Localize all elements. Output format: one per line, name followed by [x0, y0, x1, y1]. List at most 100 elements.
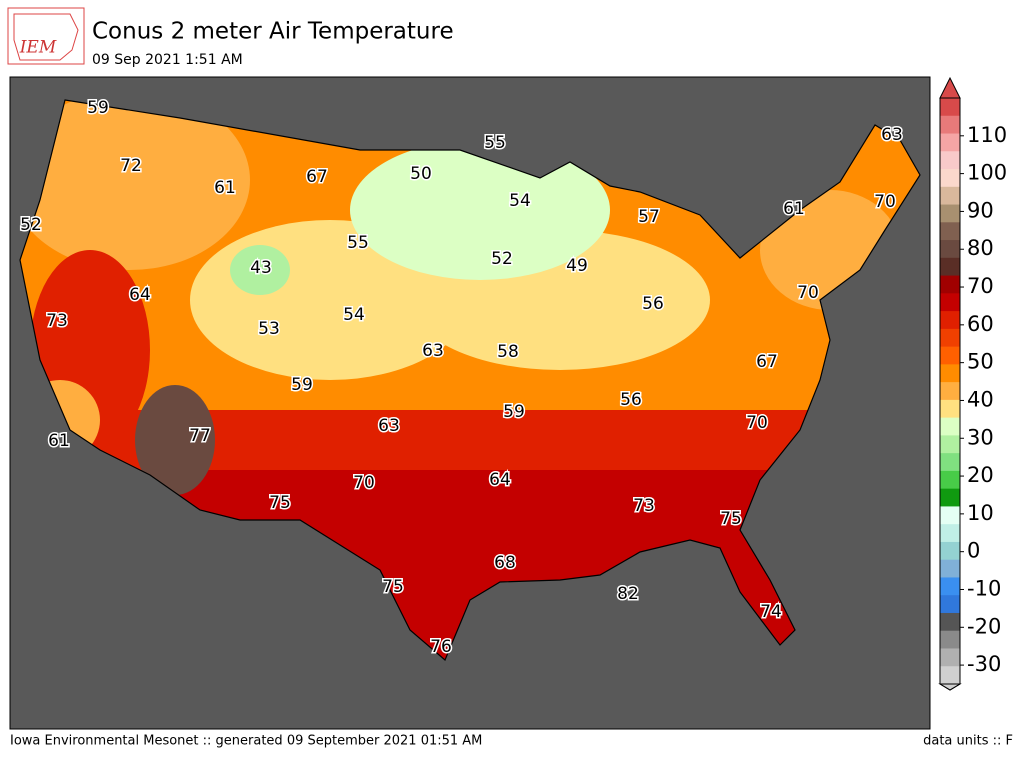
colorbar-segment [940, 577, 960, 596]
colorbar-tick-label: 0 [967, 539, 980, 563]
colorbar-segment [940, 186, 960, 206]
colorbar-segment [940, 311, 960, 330]
station-value: 70 [353, 473, 375, 493]
station-value: 73 [633, 496, 655, 516]
station-value: 70 [874, 192, 896, 212]
station-value: 57 [638, 207, 660, 227]
station-value: 56 [642, 294, 664, 314]
colorbar-arrow-bottom-tip [939, 683, 961, 691]
colorbar-segment [940, 133, 960, 152]
colorbar-segment [940, 382, 960, 401]
station-value: 54 [509, 191, 531, 211]
logo-text: IEM [19, 38, 57, 58]
station-value: 59 [291, 375, 313, 395]
station-value: 59 [87, 98, 109, 118]
colorbar-tick-label: 10 [967, 501, 994, 525]
colorbar-segment [940, 524, 960, 543]
colorbar-segment [940, 293, 960, 312]
colorbar-tick-label: -20 [967, 614, 1001, 638]
station-value: 63 [378, 416, 400, 436]
station-value: 52 [20, 215, 42, 235]
colorbar-segment [940, 488, 960, 507]
station-value: 75 [382, 577, 404, 597]
station-value: 43 [250, 258, 272, 278]
station-value: 52 [491, 249, 513, 269]
colorbar-segment [940, 595, 960, 614]
colorbar-segment [940, 612, 960, 632]
colorbar-segment [940, 222, 960, 241]
colorbar-frame [939, 97, 961, 685]
station-value: 70 [797, 283, 819, 303]
colorbar-segment [940, 275, 960, 294]
station-value: 64 [489, 470, 511, 490]
colorbar-segment [940, 506, 960, 525]
station-value: 68 [494, 553, 516, 573]
colorbar-segment [940, 666, 960, 685]
logo-iowa [13, 13, 79, 61]
colorbar-segment [940, 559, 960, 578]
colorbar-tick-label: 60 [967, 312, 994, 336]
title: Conus 2 meter Air Temperature [92, 19, 454, 45]
colorbar-segment [940, 98, 960, 117]
station-value: 61 [783, 199, 805, 219]
station-value: 77 [189, 426, 211, 446]
station-value: 55 [347, 233, 369, 253]
colorbar-tick-label: 100 [967, 161, 1007, 185]
colorbar-segment [940, 648, 960, 667]
station-value: 72 [120, 156, 142, 176]
footer-right: data units :: F [923, 734, 1013, 749]
colorbar-tick-label: 110 [967, 123, 1007, 147]
colorbar-segment [940, 257, 960, 277]
colorbar-tick-label: 20 [967, 463, 994, 487]
colorbar-segment [940, 240, 960, 259]
colorbar-tick-label: -10 [967, 576, 1001, 600]
station-value: 59 [503, 402, 525, 422]
colorbar-segment [940, 115, 960, 135]
colorbar-tick-label: -30 [967, 652, 1001, 676]
colorbar-segment [940, 541, 960, 561]
colorbar-tick-label: 50 [967, 350, 994, 374]
subtitle: 09 Sep 2021 1:51 AM [92, 52, 243, 68]
station-value: 63 [881, 125, 903, 145]
colorbar-tick-label: 90 [967, 198, 994, 222]
station-value: 61 [48, 431, 70, 451]
colorbar-arrow-bottom [938, 683, 962, 691]
colorbar-segment [940, 470, 960, 490]
colorbar-tick-label: 30 [967, 425, 994, 449]
station-value: 70 [746, 413, 768, 433]
footer-left: Iowa Environmental Mesonet :: generated … [10, 734, 482, 749]
station-value: 75 [269, 493, 291, 513]
colorbar-segment [940, 399, 960, 419]
colorbar-segment [940, 453, 960, 472]
colorbar-segment [940, 169, 960, 188]
station-value: 61 [214, 178, 236, 198]
station-value: 64 [129, 285, 151, 305]
station-value: 73 [46, 311, 68, 331]
station-value: 63 [422, 341, 444, 361]
station-value: 74 [760, 602, 782, 622]
station-value: 58 [497, 342, 519, 362]
station-value: 50 [410, 164, 432, 184]
station-value: 53 [258, 319, 280, 339]
colorbar-segment [940, 204, 960, 223]
colorbar-tick-label: 80 [967, 236, 994, 260]
station-value: 76 [430, 637, 452, 657]
colorbar-segment [940, 151, 960, 170]
station-value: 56 [620, 390, 642, 410]
colorbar-segment [940, 417, 960, 436]
station-value: 67 [306, 167, 328, 187]
colorbar-segment [940, 435, 960, 454]
colorbar-segment [940, 364, 960, 383]
station-value: 82 [617, 584, 639, 604]
colorbar-arrow-top [939, 76, 961, 99]
colorbar-tick-label: 40 [967, 387, 994, 411]
station-value: 49 [566, 256, 588, 276]
colorbar-segment [940, 328, 960, 348]
station-value: 67 [756, 352, 778, 372]
colorbar-segment [940, 630, 960, 649]
station-value: 55 [484, 133, 506, 153]
station-value: 75 [720, 509, 742, 529]
station-value: 54 [343, 305, 365, 325]
